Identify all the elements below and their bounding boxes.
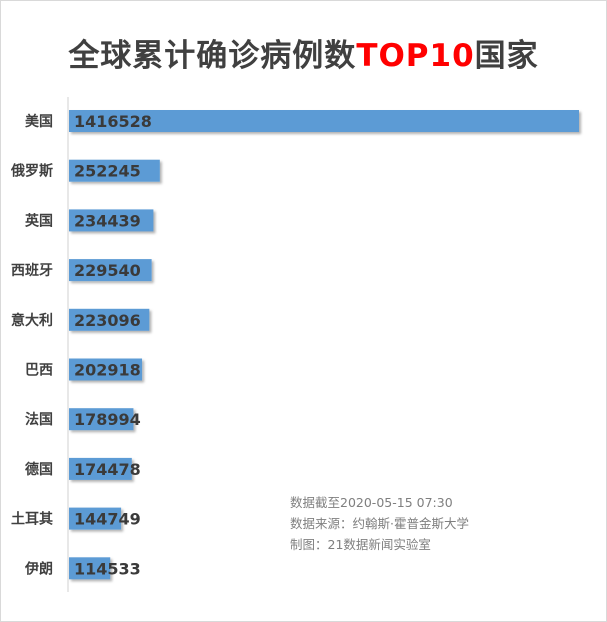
chart-title: 全球累计确诊病例数TOP10国家 [0, 30, 607, 75]
category-label: 俄罗斯 [10, 163, 53, 180]
bar [69, 557, 111, 580]
data-label: 202918 [74, 361, 141, 380]
data-label: 223096 [74, 311, 141, 330]
title-suffix: 国家 [474, 38, 539, 74]
bar [69, 209, 154, 232]
category-label: 法国 [25, 411, 53, 428]
category-label: 伊朗 [24, 560, 53, 577]
data-label: 234439 [74, 211, 141, 230]
bar [69, 159, 160, 182]
note-cutoff: 数据截至2020-05-15 07:30 [290, 495, 453, 510]
data-label: 229540 [74, 261, 141, 280]
category-label: 德国 [25, 461, 53, 478]
data-label: 174478 [74, 460, 141, 479]
category-label: 巴西 [25, 363, 53, 379]
data-label: 1416528 [74, 112, 152, 131]
chart-notes: 数据截至2020-05-15 07:30 数据来源：约翰斯·霍普金斯大学 制图：… [290, 492, 469, 555]
bar [69, 308, 150, 331]
title-highlight: TOP10 [356, 38, 475, 74]
data-label: 178994 [74, 410, 141, 429]
bar [69, 507, 122, 530]
data-label: 114533 [74, 559, 141, 578]
data-label: 252245 [74, 162, 141, 181]
category-label: 英国 [24, 212, 53, 229]
category-label: 土耳其 [11, 511, 53, 528]
category-label: 美国 [25, 113, 53, 130]
note-source: 数据来源：约翰斯·霍普金斯大学 [290, 516, 469, 531]
bar [69, 259, 152, 282]
note-credit: 制图：21数据新闻实验室 [290, 537, 431, 552]
bar [69, 457, 132, 480]
data-label: 144749 [74, 510, 141, 529]
bar [69, 408, 134, 431]
category-label: 意大利 [11, 312, 53, 329]
title-prefix: 全球累计确诊病例数 [68, 38, 357, 74]
category-label: 西班牙 [11, 262, 53, 279]
bar [69, 110, 579, 132]
bar [69, 358, 143, 381]
